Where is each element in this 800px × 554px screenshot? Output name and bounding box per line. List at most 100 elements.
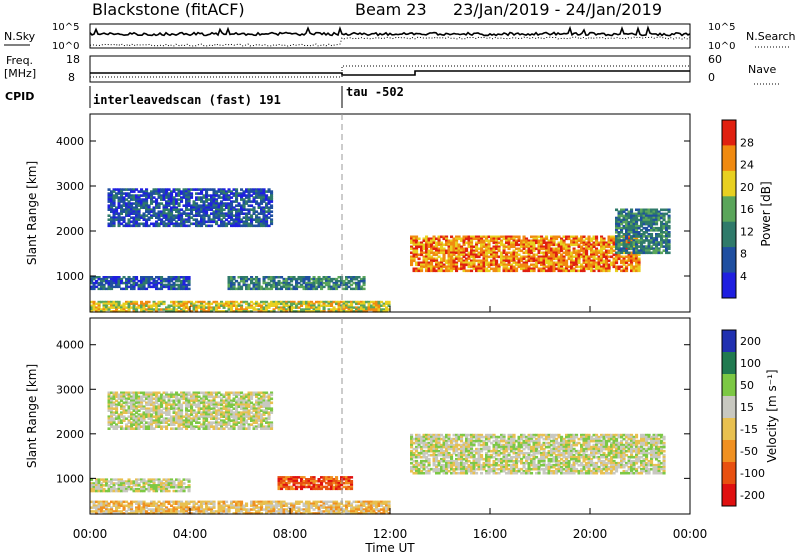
heatmap-cell <box>175 192 179 195</box>
heatmap-cell <box>167 411 171 414</box>
heatmap-cell <box>665 231 669 234</box>
heatmap-cell <box>177 210 181 213</box>
heatmap-cell <box>265 276 269 279</box>
heatmap-cell <box>637 214 641 218</box>
heatmap-cell <box>610 263 614 267</box>
heatmap-cell <box>197 220 201 224</box>
heatmap-cell <box>92 308 96 311</box>
heatmap-cell <box>265 407 269 410</box>
heatmap-cell <box>635 229 639 232</box>
heatmap-cell <box>625 222 629 226</box>
heatmap-cell <box>625 255 629 259</box>
heatmap-cell <box>172 489 176 493</box>
heatmap-cell <box>297 306 301 309</box>
heatmap-cell <box>185 395 189 399</box>
heatmap-cell <box>662 245 666 248</box>
heatmap-cell <box>262 417 266 420</box>
heatmap-cell <box>180 407 184 410</box>
heatmap-cell <box>185 486 189 489</box>
heatmap-cell <box>265 310 269 313</box>
heatmap-cell <box>535 263 539 267</box>
heatmap-cell <box>475 249 479 253</box>
heatmap-cell <box>462 235 466 239</box>
heatmap-cell <box>540 267 544 271</box>
heatmap-cell <box>647 216 651 220</box>
heatmap-cell <box>212 409 216 412</box>
heatmap-cell <box>122 419 126 422</box>
heatmap-cell <box>247 192 251 195</box>
heatmap-cell <box>247 190 251 193</box>
heatmap-cell <box>215 403 219 407</box>
heatmap-cell <box>507 239 511 243</box>
heatmap-cell <box>617 220 621 224</box>
heatmap-cell <box>557 241 561 245</box>
heatmap-cell <box>107 287 111 291</box>
heatmap-cell <box>507 245 511 249</box>
heatmap-cell <box>120 281 124 285</box>
heatmap-cell <box>165 200 169 203</box>
heatmap-cell <box>475 253 479 257</box>
heatmap-cell <box>492 259 496 263</box>
heatmap-cell <box>655 245 659 248</box>
heatmap-cell <box>537 255 541 259</box>
heatmap-cell <box>262 194 266 197</box>
heatmap-cell <box>662 235 666 238</box>
heatmap-cell <box>280 485 284 489</box>
heatmap-cell <box>165 188 169 191</box>
heatmap-cell <box>247 277 251 281</box>
heatmap-cell <box>652 237 656 240</box>
heatmap-cell <box>522 261 526 265</box>
heatmap-cell <box>452 247 456 251</box>
heatmap-cell <box>137 208 141 211</box>
heatmap-cell <box>160 190 164 193</box>
heatmap-cell <box>260 210 264 213</box>
heatmap-cell <box>160 276 164 279</box>
heatmap-cell <box>247 427 251 430</box>
heatmap-cell <box>137 304 141 307</box>
heatmap-cell <box>90 487 94 491</box>
heatmap-cell <box>460 239 464 243</box>
heatmap-cell <box>210 425 214 428</box>
heatmap-cell <box>507 237 511 241</box>
heatmap-cell <box>640 210 644 214</box>
heatmap-cell <box>520 245 524 249</box>
heatmap-cell <box>622 251 626 255</box>
heatmap-cell <box>362 300 366 304</box>
heatmap-cell <box>110 417 114 420</box>
heatmap-cell <box>135 204 139 207</box>
heatmap-cell <box>522 239 526 243</box>
heatmap-cell <box>625 208 629 212</box>
heatmap-cell <box>577 239 581 243</box>
heatmap-cell <box>115 478 119 481</box>
heatmap-cell <box>227 212 231 215</box>
heatmap-cell <box>525 265 529 269</box>
heatmap-cell <box>290 308 294 311</box>
heatmap-cell <box>310 485 314 489</box>
heatmap-cell <box>242 425 246 428</box>
heatmap-cell <box>152 391 156 395</box>
heatmap-cell <box>152 304 156 307</box>
heatmap-cell <box>132 281 136 285</box>
heatmap-cell <box>170 480 174 483</box>
heatmap-cell <box>212 196 216 199</box>
heatmap-cell <box>122 409 126 412</box>
heatmap-cell <box>280 481 284 485</box>
heatmap-cell <box>242 407 246 410</box>
heatmap-cell <box>267 287 271 291</box>
heatmap-cell <box>417 243 421 247</box>
heatmap-cell <box>142 310 146 313</box>
heatmap-cell <box>362 302 366 306</box>
heatmap-cell <box>265 304 269 307</box>
heatmap-cell <box>187 419 191 422</box>
heatmap-cell <box>185 202 189 205</box>
heatmap-cell <box>257 196 261 199</box>
heatmap-cell <box>277 308 281 311</box>
heatmap-cell <box>332 306 336 309</box>
heatmap-cell <box>630 210 634 214</box>
heatmap-cell <box>665 247 669 250</box>
heatmap-cell <box>410 239 414 243</box>
heatmap-cell <box>457 253 461 257</box>
heatmap-cell <box>410 251 414 255</box>
heatmap-cell <box>580 247 584 251</box>
heatmap-cell <box>187 220 191 224</box>
